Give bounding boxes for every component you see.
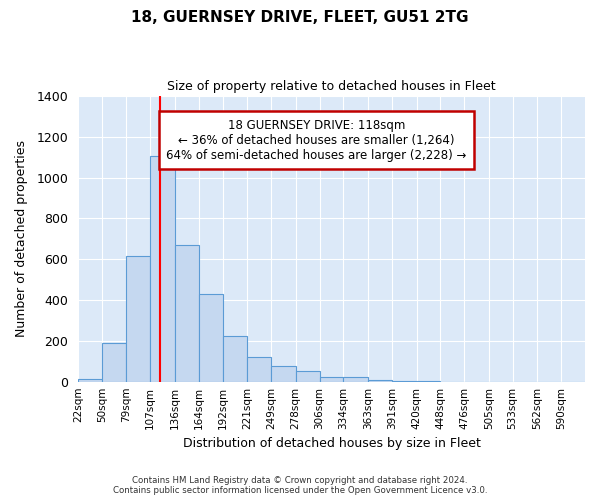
Bar: [78, 380, 102, 382]
Bar: [247, 357, 271, 382]
Bar: [368, 380, 392, 382]
Bar: [102, 344, 127, 382]
Bar: [320, 376, 343, 382]
Bar: [199, 294, 223, 382]
Bar: [271, 366, 296, 382]
Bar: [127, 256, 150, 382]
Bar: [296, 371, 320, 382]
Bar: [343, 376, 368, 382]
Text: Contains HM Land Registry data © Crown copyright and database right 2024.
Contai: Contains HM Land Registry data © Crown c…: [113, 476, 487, 495]
X-axis label: Distribution of detached houses by size in Fleet: Distribution of detached houses by size …: [182, 437, 481, 450]
Bar: [223, 336, 247, 382]
Bar: [392, 380, 416, 382]
Text: 18, GUERNSEY DRIVE, FLEET, GU51 2TG: 18, GUERNSEY DRIVE, FLEET, GU51 2TG: [131, 10, 469, 25]
Text: 18 GUERNSEY DRIVE: 118sqm
← 36% of detached houses are smaller (1,264)
64% of se: 18 GUERNSEY DRIVE: 118sqm ← 36% of detac…: [166, 118, 466, 162]
Bar: [175, 245, 199, 382]
Title: Size of property relative to detached houses in Fleet: Size of property relative to detached ho…: [167, 80, 496, 93]
Y-axis label: Number of detached properties: Number of detached properties: [15, 140, 28, 338]
Bar: [150, 156, 175, 382]
